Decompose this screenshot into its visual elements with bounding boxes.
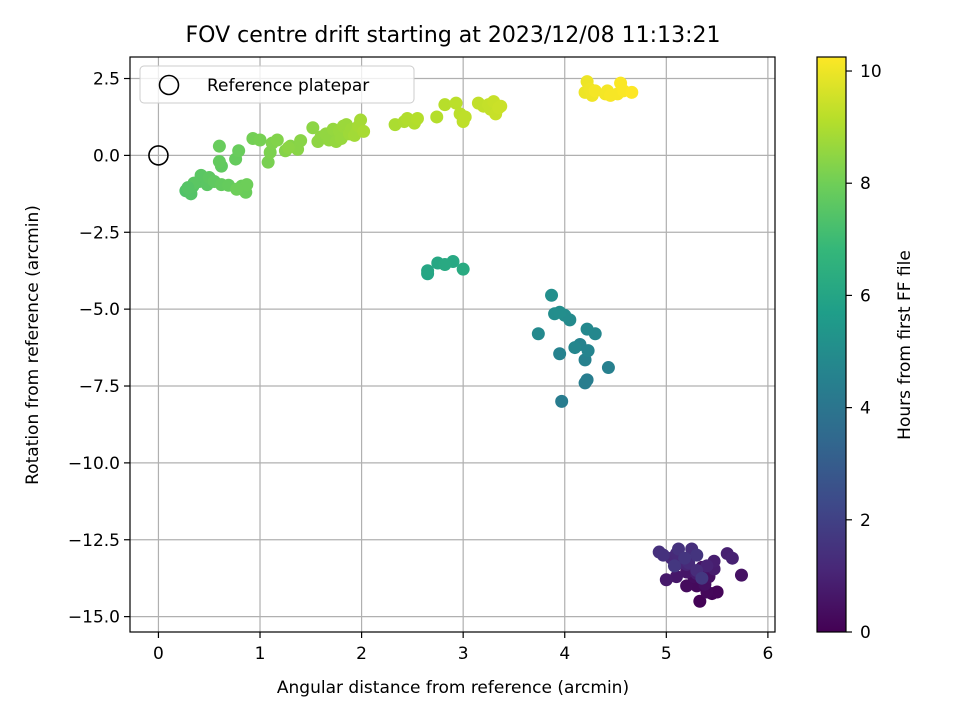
y-tick-label: 0.0	[93, 146, 120, 166]
data-point	[725, 551, 739, 565]
data-point	[232, 144, 246, 158]
data-point	[588, 84, 602, 98]
chart-title: FOV centre drift starting at 2023/12/08 …	[186, 23, 721, 48]
x-tick-label: 4	[559, 644, 570, 664]
data-point	[306, 121, 320, 135]
reference-platepar-marker	[148, 145, 169, 166]
data-point	[555, 394, 569, 408]
data-point	[625, 85, 639, 99]
data-point	[656, 548, 670, 562]
colorbar-label: Hours from first FF file	[895, 250, 915, 440]
data-point	[212, 139, 226, 153]
x-axis-label: Angular distance from reference (arcmin)	[277, 678, 629, 698]
data-point	[494, 99, 508, 113]
x-tick-label: 6	[762, 644, 773, 664]
data-point	[734, 568, 748, 582]
data-points	[179, 75, 748, 608]
data-point	[531, 327, 545, 341]
data-point	[553, 305, 567, 319]
data-point	[553, 347, 567, 361]
data-point	[667, 559, 681, 573]
data-point	[354, 113, 368, 127]
y-axis: 2.5 0.0 −2.5 −5.0 −7.5 −10.0 −12.5 −15.0	[68, 70, 130, 628]
colorbar-tick-label: 8	[860, 174, 871, 194]
data-point	[281, 141, 295, 155]
data-point	[578, 376, 592, 390]
y-axis-label: Rotation from reference (arcmin)	[23, 205, 43, 485]
data-point	[294, 134, 308, 148]
data-point	[438, 258, 452, 272]
y-tick-label: 2.5	[93, 70, 120, 90]
y-tick-label: −7.5	[79, 377, 120, 397]
data-point	[230, 182, 244, 196]
data-point	[410, 111, 424, 125]
data-point	[458, 110, 472, 124]
data-point	[240, 178, 254, 192]
colorbar-tick-label: 10	[860, 62, 882, 82]
y-tick-label: −10.0	[68, 454, 120, 474]
data-point	[270, 133, 284, 147]
data-point	[421, 264, 435, 278]
colorbar-frame	[816, 56, 847, 633]
data-point	[690, 548, 704, 562]
data-point	[678, 551, 692, 565]
colorbar-tick-label: 6	[860, 286, 871, 306]
data-point	[680, 579, 694, 593]
y-tick-label: −5.0	[79, 300, 120, 320]
legend-box	[139, 65, 415, 104]
plot-frame	[129, 56, 776, 633]
colorbar: 0 2 4 6 8 10 Hours from first FF file	[816, 56, 915, 643]
colorbar-tick-label: 2	[860, 511, 871, 531]
reference-point	[148, 145, 169, 166]
legend: Reference platepar	[139, 65, 415, 104]
data-point	[693, 594, 707, 608]
data-point	[430, 110, 444, 124]
colorbar-ticks: 0 2 4 6 8 10	[846, 62, 882, 643]
data-point	[659, 573, 673, 587]
x-tick-label: 1	[255, 644, 266, 664]
data-point	[669, 570, 683, 584]
x-tick-label: 0	[153, 644, 164, 664]
data-point	[181, 181, 195, 195]
data-point	[545, 288, 559, 302]
y-tick-label: −15.0	[68, 608, 120, 628]
legend-entry: Reference platepar	[207, 76, 369, 96]
colorbar-gradient	[817, 57, 846, 632]
data-point	[438, 98, 452, 112]
y-tick-label: −2.5	[79, 223, 120, 243]
grid	[130, 57, 775, 632]
data-point	[212, 155, 226, 169]
data-point	[449, 96, 463, 110]
data-point	[700, 559, 714, 573]
data-point	[580, 322, 594, 336]
x-axis: 0 1 2 3 4 5 6	[153, 632, 773, 664]
colorbar-tick-label: 0	[860, 623, 871, 643]
x-tick-label: 3	[458, 644, 469, 664]
data-point	[601, 361, 615, 375]
data-point	[456, 262, 470, 276]
x-tick-label: 2	[356, 644, 367, 664]
data-point	[581, 344, 595, 358]
data-point	[568, 341, 582, 355]
data-point	[695, 571, 709, 585]
data-point	[261, 155, 275, 169]
data-point	[710, 585, 724, 599]
data-point	[357, 124, 371, 138]
data-point	[253, 133, 267, 147]
y-tick-label: −12.5	[68, 531, 120, 551]
colorbar-tick-label: 4	[860, 399, 871, 419]
data-point	[672, 542, 686, 556]
x-tick-label: 5	[661, 644, 672, 664]
legend-marker	[158, 74, 180, 96]
